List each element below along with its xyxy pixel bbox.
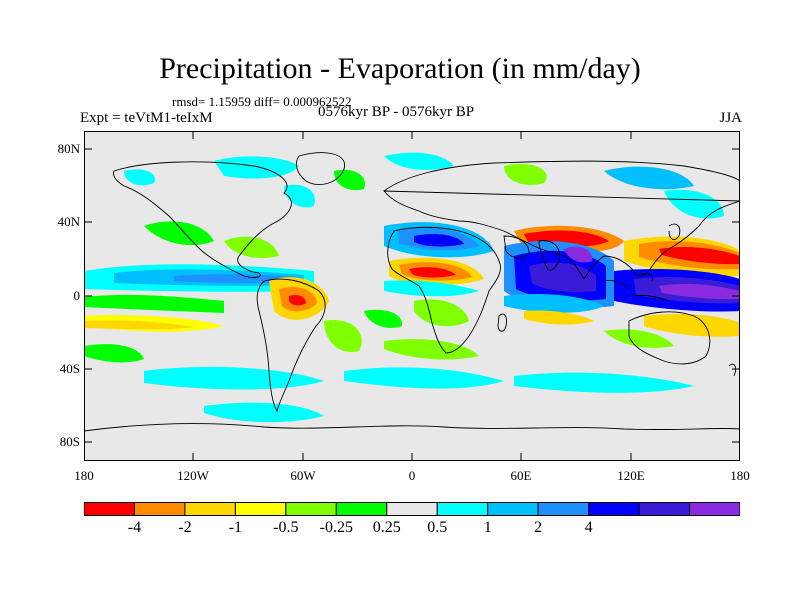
- colorbar-label: 0.25: [372, 519, 401, 536]
- colorbar-label: -4: [127, 519, 142, 536]
- experiment-label: Expt = teVtM1-teIxM: [80, 110, 213, 126]
- colorbar-box: [133, 502, 186, 516]
- lat-label-40s: 40S: [59, 361, 80, 376]
- colorbar-box: [638, 502, 691, 516]
- colorbar-label: -2: [178, 519, 192, 536]
- colorbar-label: 1: [483, 519, 492, 536]
- map-plot: [84, 131, 740, 461]
- colorbar-box: [335, 502, 388, 516]
- lat-label-40n: 40N: [57, 214, 80, 229]
- colorbar-box: [689, 502, 740, 516]
- map-title: Precipitation - Evaporation (in mm/day): [159, 52, 641, 85]
- colorbar-box: [436, 502, 489, 516]
- lon-label-180w: 180: [74, 468, 94, 483]
- colorbar-label: -1: [228, 519, 243, 536]
- lat-label-0: 0: [73, 288, 81, 303]
- colorbar-box: [234, 502, 287, 516]
- colorbar-label: -0.5: [273, 519, 299, 536]
- lon-label-180e: 180: [730, 468, 750, 483]
- colorbar-box: [184, 502, 236, 516]
- period-label: 0576kyr BP - 0576kyr BP: [318, 104, 475, 120]
- colorbar-label: 4: [584, 519, 593, 536]
- colorbar-box: [84, 502, 135, 516]
- lon-label-120e: 120E: [617, 468, 645, 483]
- field-shading: [84, 152, 740, 423]
- colorbar-box: [588, 502, 640, 516]
- colorbar-label: 2: [534, 519, 543, 536]
- lon-ticks: [192, 131, 632, 461]
- colorbar-label: -0.25: [319, 519, 353, 536]
- lon-label-0: 0: [408, 468, 416, 483]
- colorbar-box: [487, 502, 539, 516]
- lon-label-60e: 60E: [510, 468, 532, 483]
- lat-ticks: [84, 148, 740, 443]
- lat-label-80s: 80S: [59, 434, 80, 449]
- season-label: JJA: [719, 110, 742, 126]
- colorbar-box: [537, 502, 590, 516]
- colorbar: [84, 502, 740, 516]
- colorbar-box: [386, 502, 438, 516]
- colorbar-box: [285, 502, 337, 516]
- lon-label-60w: 60W: [290, 468, 316, 483]
- stats-text: rmsd= 1.15959 diff= 0.000962522: [172, 94, 352, 109]
- coastlines: [84, 152, 740, 432]
- lat-label-80n: 80N: [57, 141, 80, 156]
- colorbar-label: 0.5: [427, 519, 448, 536]
- lon-label-120w: 120W: [177, 468, 209, 483]
